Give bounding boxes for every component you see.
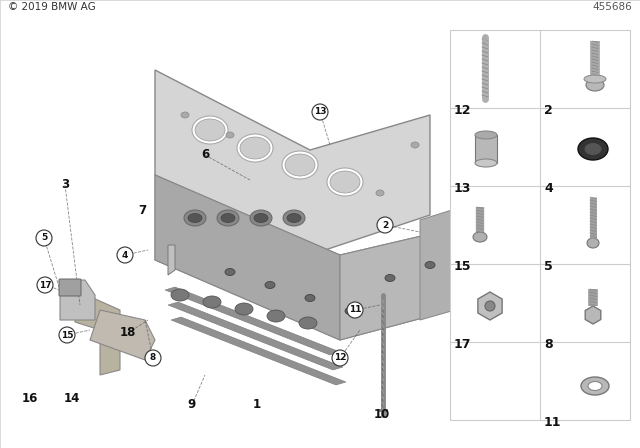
Ellipse shape <box>345 307 355 314</box>
Polygon shape <box>165 287 340 355</box>
Polygon shape <box>340 220 490 340</box>
Ellipse shape <box>584 142 602 155</box>
Ellipse shape <box>254 214 268 223</box>
Ellipse shape <box>192 116 228 144</box>
Polygon shape <box>168 302 343 370</box>
Text: 7: 7 <box>138 203 146 216</box>
Ellipse shape <box>283 210 305 226</box>
Text: 8: 8 <box>150 353 156 362</box>
Circle shape <box>37 277 53 293</box>
Ellipse shape <box>282 151 318 179</box>
Ellipse shape <box>587 238 599 248</box>
Ellipse shape <box>411 142 419 148</box>
Text: 15: 15 <box>61 331 73 340</box>
Text: 14: 14 <box>64 392 80 405</box>
Polygon shape <box>171 317 346 385</box>
Polygon shape <box>155 175 490 340</box>
Ellipse shape <box>287 214 301 223</box>
Polygon shape <box>420 198 490 320</box>
Polygon shape <box>155 70 430 255</box>
Text: 6: 6 <box>201 148 209 161</box>
Text: 12: 12 <box>333 353 346 362</box>
Ellipse shape <box>195 119 225 141</box>
Ellipse shape <box>299 317 317 329</box>
Polygon shape <box>155 175 340 340</box>
Ellipse shape <box>171 289 189 301</box>
Circle shape <box>312 104 328 120</box>
Text: 11: 11 <box>349 306 361 314</box>
Ellipse shape <box>330 171 360 193</box>
Ellipse shape <box>265 281 275 289</box>
Ellipse shape <box>203 296 221 308</box>
Text: 5: 5 <box>544 260 553 273</box>
Text: 18: 18 <box>120 327 136 340</box>
Circle shape <box>377 217 393 233</box>
Polygon shape <box>60 280 95 320</box>
Circle shape <box>332 350 348 366</box>
Text: 455686: 455686 <box>592 2 632 12</box>
Text: 4: 4 <box>122 250 128 259</box>
Circle shape <box>145 350 161 366</box>
Text: 2: 2 <box>382 220 388 229</box>
Circle shape <box>347 302 363 318</box>
Ellipse shape <box>376 190 384 196</box>
Ellipse shape <box>475 159 497 167</box>
Ellipse shape <box>188 214 202 223</box>
Ellipse shape <box>267 310 285 322</box>
Ellipse shape <box>225 268 235 276</box>
Text: 13: 13 <box>314 108 326 116</box>
Polygon shape <box>75 290 120 375</box>
Ellipse shape <box>327 168 363 196</box>
Text: 5: 5 <box>41 233 47 242</box>
Polygon shape <box>168 245 175 275</box>
Ellipse shape <box>217 210 239 226</box>
Ellipse shape <box>485 301 495 311</box>
Circle shape <box>117 247 133 263</box>
Text: 17: 17 <box>454 338 472 351</box>
Circle shape <box>59 327 75 343</box>
Text: 8: 8 <box>544 338 552 351</box>
Text: 3: 3 <box>61 178 69 191</box>
Ellipse shape <box>586 79 604 91</box>
Bar <box>475 135 497 163</box>
Text: 10: 10 <box>374 409 390 422</box>
Ellipse shape <box>240 137 270 159</box>
Ellipse shape <box>221 214 235 223</box>
Ellipse shape <box>305 294 315 302</box>
Text: 13: 13 <box>454 182 472 195</box>
Circle shape <box>36 230 52 246</box>
Ellipse shape <box>578 138 608 160</box>
Text: 12: 12 <box>454 104 472 117</box>
Text: 11: 11 <box>544 416 561 429</box>
Ellipse shape <box>184 210 206 226</box>
Ellipse shape <box>237 134 273 162</box>
Polygon shape <box>90 310 155 360</box>
Text: 1: 1 <box>253 399 261 412</box>
Ellipse shape <box>581 377 609 395</box>
Bar <box>450 30 630 420</box>
Ellipse shape <box>425 262 435 268</box>
Ellipse shape <box>181 112 189 118</box>
Ellipse shape <box>235 303 253 315</box>
Ellipse shape <box>385 275 395 281</box>
Ellipse shape <box>475 131 497 139</box>
Ellipse shape <box>285 154 315 176</box>
Text: 4: 4 <box>544 182 553 195</box>
Text: 15: 15 <box>454 260 472 273</box>
Ellipse shape <box>250 210 272 226</box>
FancyBboxPatch shape <box>59 279 81 296</box>
Text: 16: 16 <box>22 392 38 405</box>
Ellipse shape <box>473 232 487 242</box>
Text: 9: 9 <box>188 399 196 412</box>
Ellipse shape <box>584 75 606 83</box>
Ellipse shape <box>226 132 234 138</box>
Text: 17: 17 <box>38 280 51 289</box>
Ellipse shape <box>588 382 602 391</box>
Text: 2: 2 <box>544 104 553 117</box>
Text: © 2019 BMW AG: © 2019 BMW AG <box>8 2 96 12</box>
